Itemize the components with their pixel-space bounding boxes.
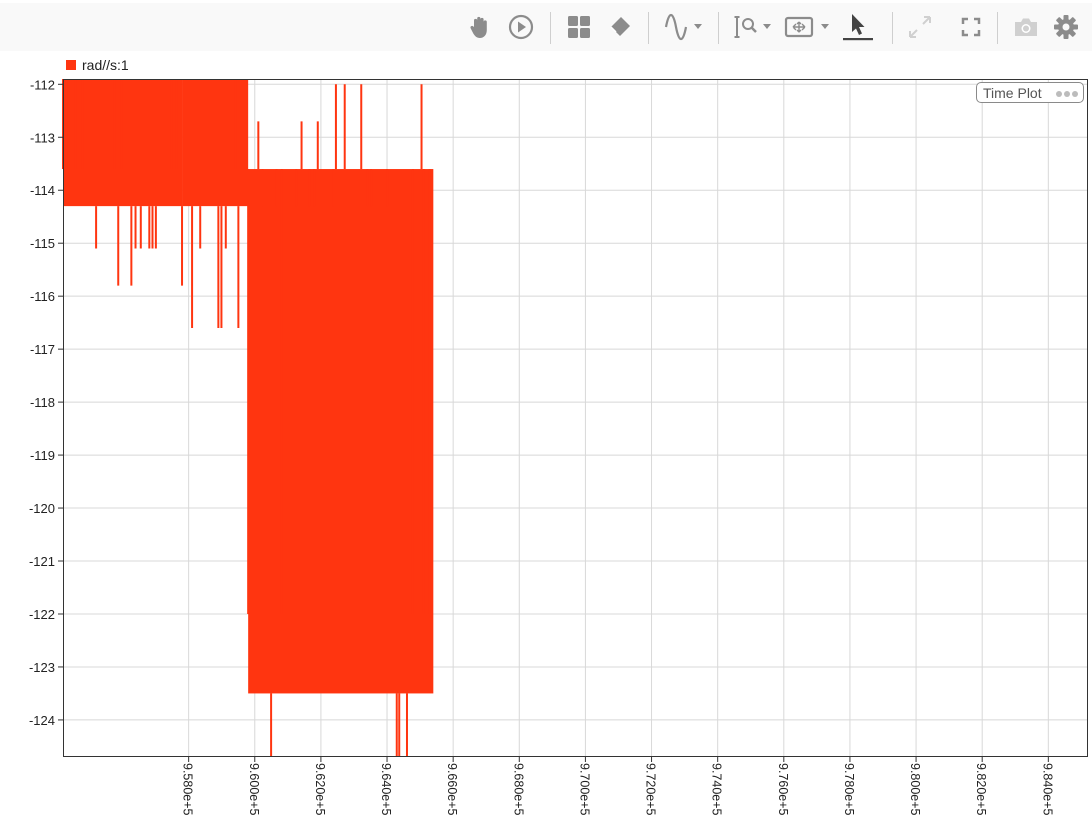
cursor-arrow-icon (843, 14, 873, 41)
y-tick-label: -119 (30, 448, 55, 463)
grid-icon (568, 16, 590, 38)
eraser-icon (610, 17, 630, 36)
play-button[interactable] (507, 13, 535, 41)
y-tick-label: -121 (29, 554, 55, 569)
expand-arrows-icon (909, 16, 931, 38)
x-tick-label: 9.660e+5 (445, 763, 459, 816)
legend-label: rad//s:1 (82, 57, 129, 73)
y-tick-label: -116 (30, 289, 55, 304)
plot-area[interactable] (63, 79, 1088, 757)
x-tick-label: 9.640e+5 (379, 763, 393, 816)
x-tick-label: 9.580e+5 (181, 763, 195, 816)
time-plot-button[interactable]: Time Plot (976, 82, 1084, 103)
snapshot-button[interactable] (1012, 13, 1040, 41)
fullscreen-icon (961, 17, 981, 37)
more-dots-icon (1054, 91, 1078, 97)
fit-button[interactable] (784, 13, 832, 41)
hand-icon (470, 16, 487, 38)
fit-frame-icon (784, 16, 829, 38)
toolbar-separator (997, 12, 998, 44)
toolbar-separator (718, 12, 719, 44)
expand-button[interactable] (906, 13, 934, 41)
x-tick-label: 9.820e+5 (974, 763, 988, 816)
x-tick-label: 9.680e+5 (511, 763, 525, 816)
toolbar (0, 0, 1092, 51)
series-band (182, 79, 249, 207)
layout-button[interactable] (565, 13, 593, 41)
y-tick-label: -122 (29, 607, 55, 622)
x-tick-label: 9.700e+5 (577, 763, 591, 816)
x-tick-label: 9.840e+5 (1040, 763, 1054, 816)
y-tick-label: -120 (29, 501, 55, 516)
y-tick-label: -123 (29, 660, 55, 675)
time-plot-label: Time Plot (983, 85, 1042, 101)
y-tick-label: -112 (30, 77, 55, 92)
x-tick-label: 9.800e+5 (908, 763, 922, 816)
series-band (248, 169, 434, 694)
x-tick-label: 9.740e+5 (710, 763, 724, 816)
toolbar-separator (892, 12, 893, 44)
camera-icon (1015, 18, 1037, 36)
y-tick-label: -124 (29, 713, 55, 728)
y-axis: -112 -113 -114 -115 -116 -117 -118 -119 -120 -121… (29, 77, 63, 728)
y-tick-label: -113 (30, 130, 55, 145)
x-tick-label: 9.760e+5 (776, 763, 790, 816)
y-tick-label: -117 (30, 342, 55, 357)
y-tick-label: -118 (30, 395, 55, 410)
x-tick-label: 9.600e+5 (247, 763, 261, 816)
y-tick-label: -114 (30, 183, 55, 198)
pan-button[interactable] (466, 13, 494, 41)
zoom-button[interactable] (733, 13, 773, 41)
gear-icon (1054, 15, 1078, 39)
x-tick-label: 9.620e+5 (313, 763, 327, 816)
toolbar-separator (648, 12, 649, 44)
x-axis: 9.580e+5 9.600e+5 9.620e+5 9.640e+5 9.660e+5… (181, 757, 1054, 816)
y-tick-label: -115 (30, 236, 55, 251)
select-button[interactable] (842, 13, 874, 41)
toolbar-separator (550, 12, 551, 44)
legend-swatch (66, 60, 76, 70)
fullscreen-button[interactable] (957, 13, 985, 41)
play-circle-icon (508, 14, 534, 40)
settings-button[interactable] (1052, 13, 1080, 41)
zoom-icon (734, 16, 771, 38)
eraser-button[interactable] (606, 13, 634, 41)
series-rad-s-1[interactable] (62, 79, 434, 757)
waveform-button[interactable] (664, 13, 704, 41)
x-tick-label: 9.720e+5 (644, 763, 658, 816)
sine-wave-icon (664, 13, 702, 41)
x-tick-label: 9.780e+5 (842, 763, 856, 816)
